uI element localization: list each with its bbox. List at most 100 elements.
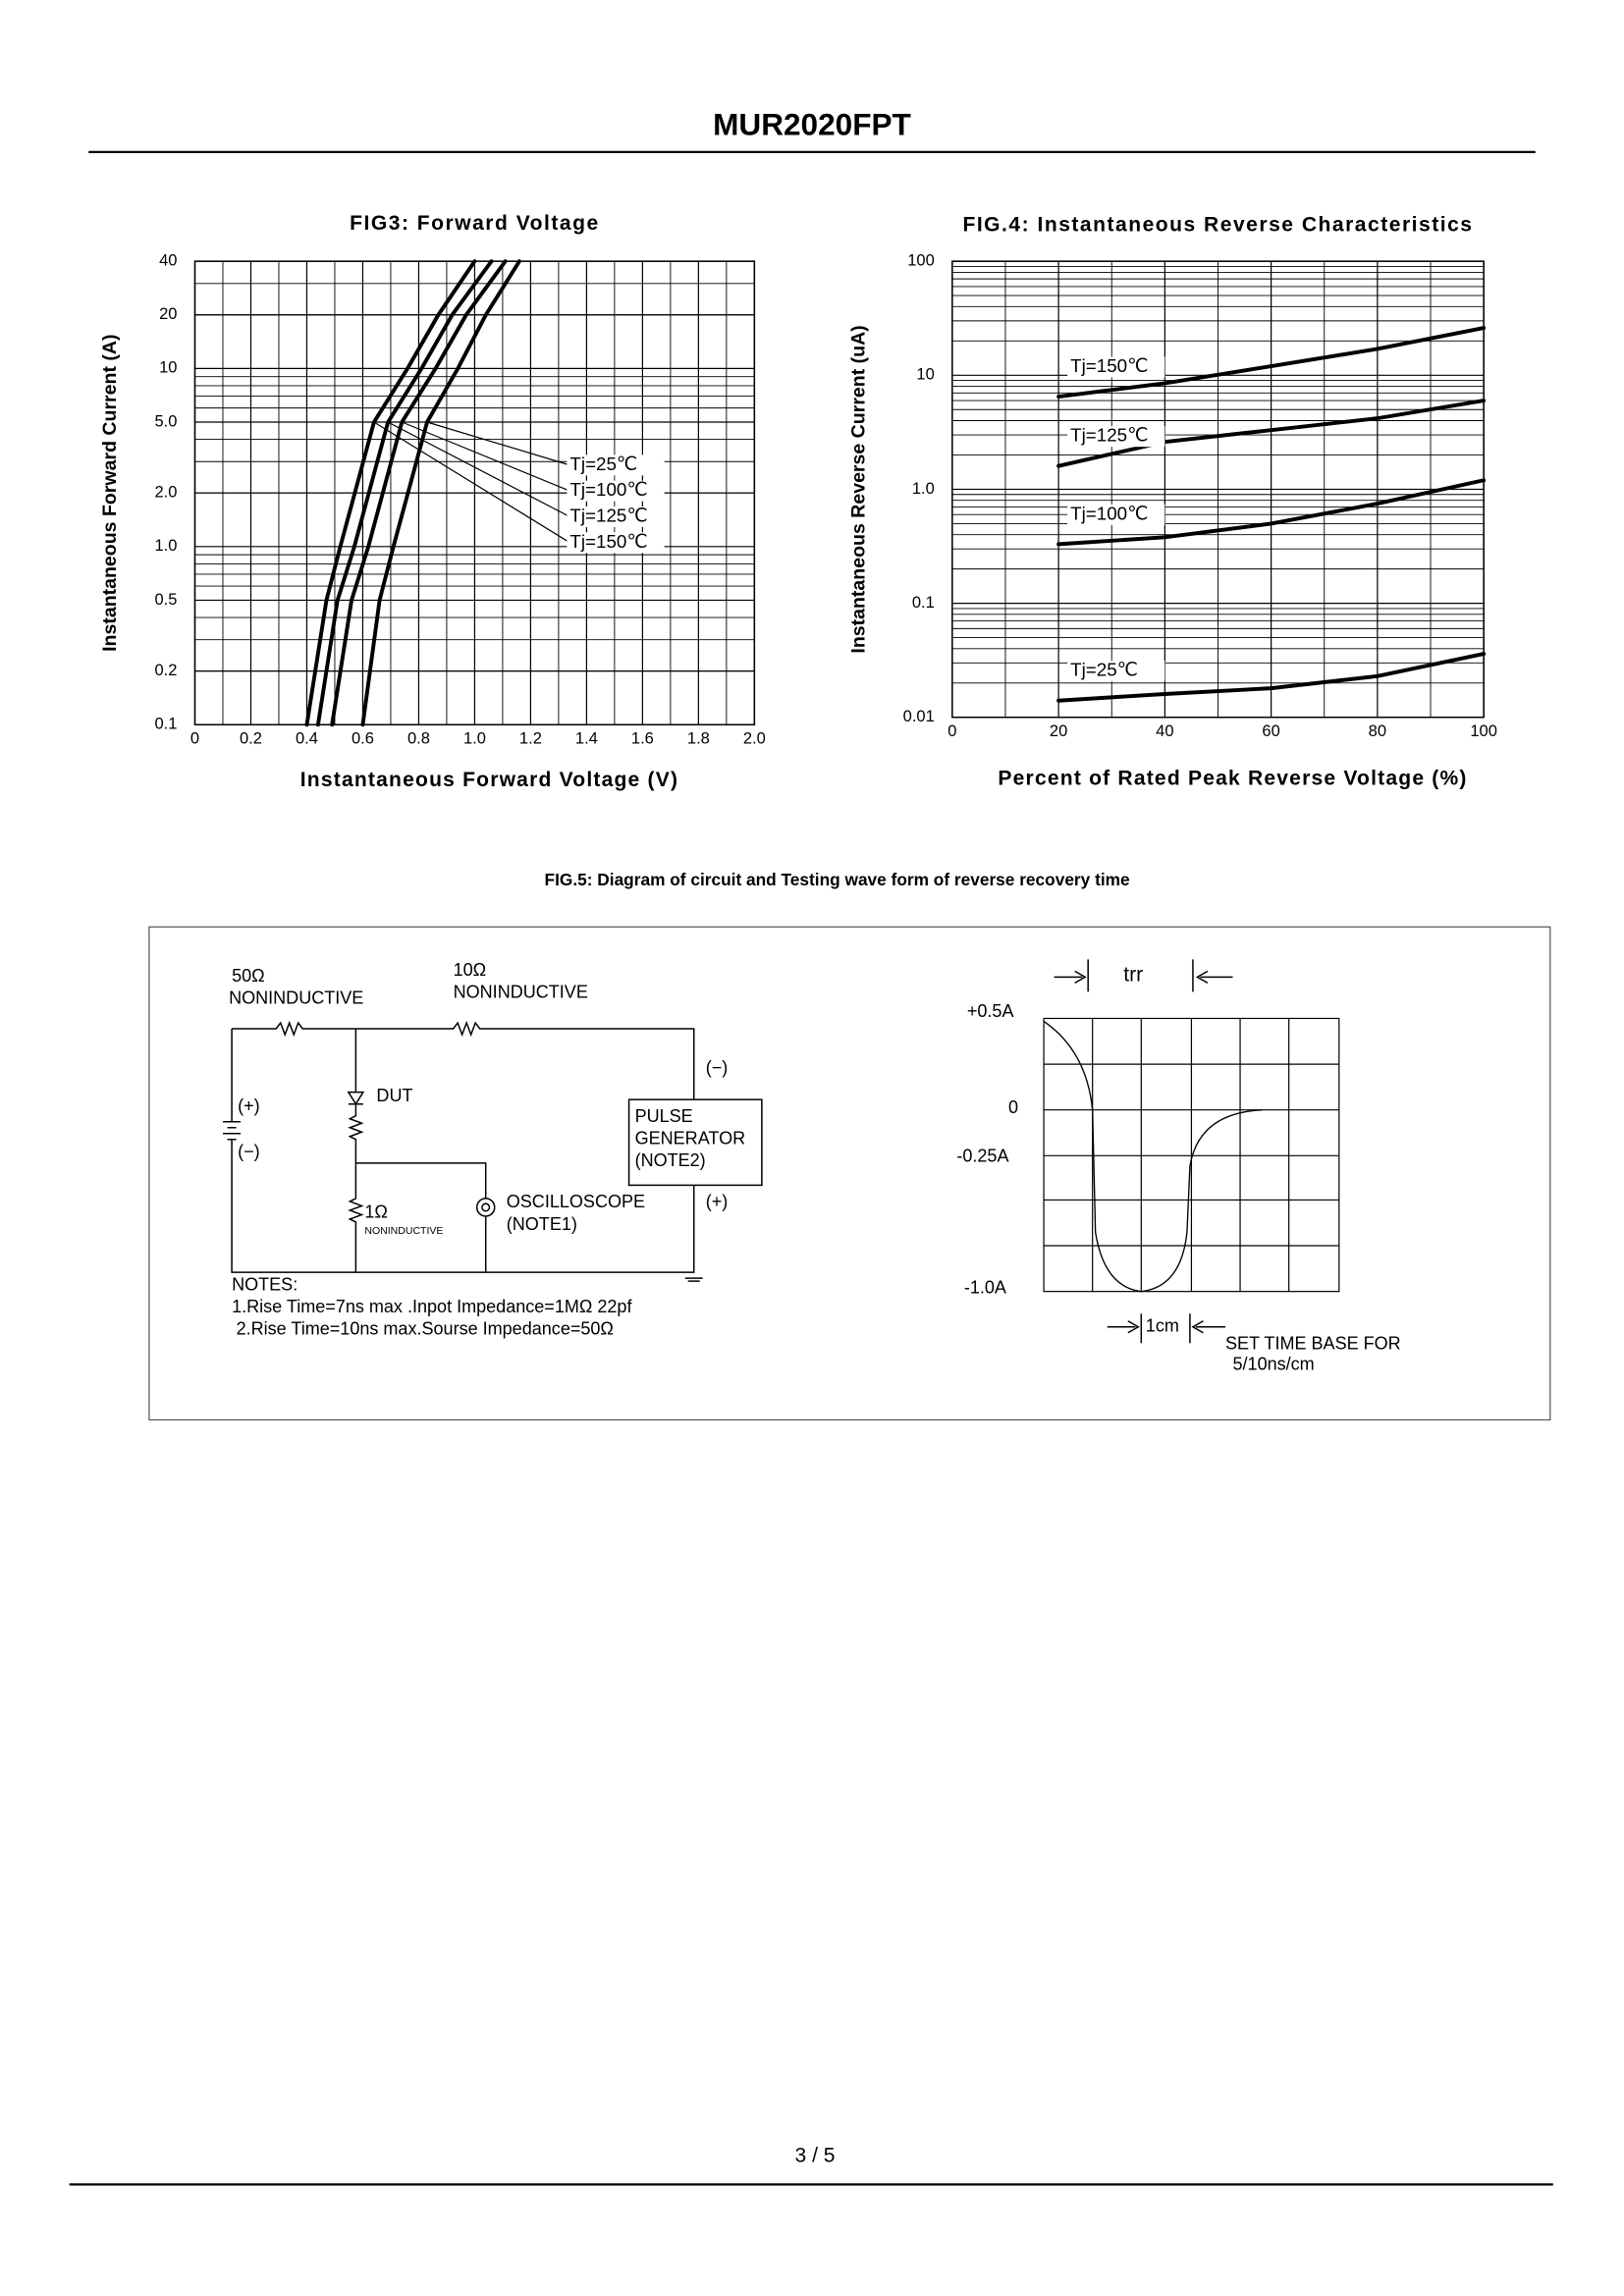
level-label: -0.25A [956, 1147, 1008, 1166]
legend-bg [567, 532, 665, 554]
y-tick-label: 5.0 [154, 411, 177, 430]
y-tick-label: 0.1 [912, 593, 935, 612]
legend-label: Tj=25℃ [1070, 660, 1138, 680]
legend-bg [1067, 356, 1165, 378]
x-tick-label: 1.6 [631, 729, 654, 748]
figure-frame [148, 926, 1551, 1421]
x-tick-label: 0 [947, 721, 956, 740]
legend-bg [567, 506, 665, 528]
legend-label: Tj=150℃ [1070, 355, 1148, 376]
scale-arrows [1107, 1313, 1226, 1344]
y-tick-label: 0.5 [154, 590, 177, 609]
page-number: 3 / 5 [795, 2144, 836, 2166]
series-line [1056, 326, 1487, 399]
y-tick-label: 10 [916, 365, 934, 384]
series-line [1056, 399, 1487, 468]
legend-label: Tj=150℃ [569, 531, 647, 552]
level-label: +0.5A [967, 1001, 1014, 1021]
plot-frame [951, 260, 1485, 719]
chart-title: FIG3: Forward Voltage [350, 212, 600, 235]
waveform: +0.5A 0 -0.25A -1.0A trr 1cm SET TIME BA… [956, 959, 1401, 1374]
resistor-type: NONINDUCTIVE [364, 1225, 443, 1237]
x-tick-label: 80 [1369, 721, 1386, 740]
leader-line [387, 421, 570, 518]
y-tick-label: 20 [159, 304, 177, 323]
x-tick-label: 0.2 [240, 729, 262, 748]
trr-arrows [1054, 959, 1233, 992]
wire [232, 1020, 695, 1100]
series-line [330, 259, 508, 727]
x-tick-label: 100 [1470, 721, 1497, 740]
series-line [1056, 478, 1487, 547]
scope-symbol [481, 1202, 491, 1212]
y-tick-label: 1.0 [912, 479, 935, 498]
resistor-label: 1Ω [364, 1202, 388, 1222]
scope-label: (NOTE1) [507, 1214, 577, 1234]
y-axis-label: Instantaneous Forward Current (A) [99, 335, 121, 652]
wire [347, 1029, 487, 1273]
x-tick-label: 0.8 [407, 729, 430, 748]
series-line [1056, 652, 1487, 703]
chart-title: FIG.4: Instantaneous Reverse Characteris… [962, 214, 1473, 237]
page-title: MUR2020FPT [713, 107, 911, 142]
x-tick-label: 0.6 [352, 729, 374, 748]
dut-label: DUT [376, 1086, 412, 1105]
resistor-type: NONINDUCTIVE [454, 983, 588, 1002]
x-tick-label: 2.0 [743, 729, 766, 748]
y-tick-label: 100 [907, 250, 935, 269]
x-axis-label: Percent of Rated Peak Reverse Voltage (%… [998, 767, 1467, 789]
chart: FIG.4: Instantaneous Reverse Characteris… [847, 214, 1497, 790]
x-tick-label: 0.4 [296, 729, 318, 748]
polarity: (+) [238, 1095, 260, 1115]
y-tick-label: 2.0 [154, 483, 177, 502]
legend-bg [1067, 504, 1165, 525]
polarity: (−) [706, 1057, 729, 1077]
leader-line [402, 421, 570, 492]
generator-box [627, 1098, 763, 1187]
trr-label: trr [1123, 963, 1143, 986]
scale-label: 1cm [1146, 1316, 1179, 1336]
resistor-type: NONINDUCTIVE [229, 988, 363, 1008]
x-tick-label: 1.8 [687, 729, 710, 748]
level-label: -1.0A [964, 1277, 1006, 1297]
generator-label: GENERATOR [635, 1129, 746, 1148]
y-tick-label: 10 [159, 358, 177, 377]
chart: FIG3: Forward Voltage Instantaneous Forwa… [99, 212, 766, 791]
y-tick-label: 1.0 [154, 536, 177, 555]
legend-bg [567, 454, 665, 476]
x-tick-label: 1.4 [575, 729, 598, 748]
figure-5: FIG.5: Diagram of circuit and Testing wa… [148, 870, 1551, 1421]
note: NOTES: [232, 1274, 298, 1294]
waveform-trace [1043, 1020, 1263, 1293]
legend-label: Tj=125℃ [569, 505, 647, 525]
y-tick-label: 40 [159, 250, 177, 269]
wire [223, 1029, 695, 1273]
level-label: 0 [1008, 1097, 1018, 1117]
legend-label: Tj=125℃ [1070, 425, 1148, 446]
legend-label: Tj=100℃ [569, 479, 647, 500]
y-axis-label: Instantaneous Reverse Current (uA) [847, 325, 869, 653]
resistor-label: 10Ω [454, 960, 487, 980]
x-tick-label: 1.0 [463, 729, 486, 748]
legend-bg [1067, 426, 1165, 448]
ground [684, 1277, 703, 1282]
x-axis-label: Instantaneous Forward Voltage (V) [300, 769, 678, 791]
generator-label: PULSE [635, 1106, 693, 1126]
y-tick-label: 0.1 [154, 715, 177, 733]
x-tick-label: 1.2 [519, 729, 542, 748]
legend-label: Tj=25℃ [569, 454, 637, 474]
resistor-label: 50Ω [232, 966, 265, 986]
x-tick-label: 60 [1262, 721, 1279, 740]
y-tick-label: 0.2 [154, 661, 177, 679]
y-tick-label: 0.01 [903, 707, 935, 725]
legend-bg [567, 480, 665, 502]
polarity: (+) [706, 1192, 729, 1211]
leader-line [373, 421, 570, 544]
x-tick-label: 20 [1050, 721, 1067, 740]
scope-grid [1044, 1018, 1339, 1292]
x-tick-label: 40 [1156, 721, 1173, 740]
figure-title: FIG.5: Diagram of circuit and Testing wa… [545, 870, 1130, 889]
scope-symbol [475, 1198, 496, 1217]
time-base: SET TIME BASE FOR [1225, 1334, 1401, 1354]
